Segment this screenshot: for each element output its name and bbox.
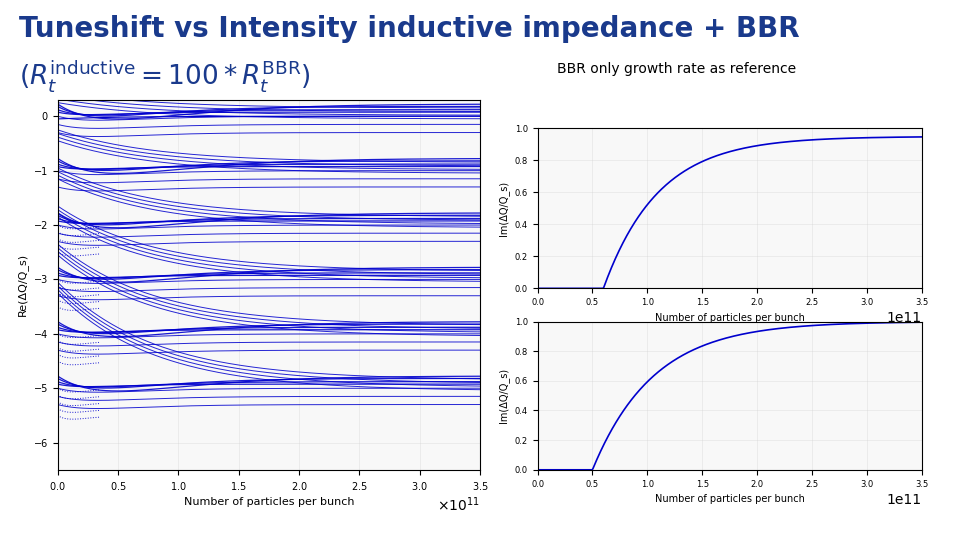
- Text: 24: 24: [912, 506, 931, 520]
- Text: BBR only growth rate as reference: BBR only growth rate as reference: [557, 62, 796, 76]
- Y-axis label: Im(ΔQ/Q_s): Im(ΔQ/Q_s): [498, 181, 509, 236]
- Text: $(R_t^{\rm inductive} = 100*R_t^{\rm BBR})$: $(R_t^{\rm inductive} = 100*R_t^{\rm BBR…: [19, 58, 311, 94]
- Text: CERN: CERN: [33, 510, 54, 516]
- X-axis label: Number of particles per bunch: Number of particles per bunch: [183, 497, 354, 507]
- Text: Sébastien Joly, Elias Métral | Suppression of the SPS TMCI
with a large inductiv: Sébastien Joly, Elias Métral | Suppressi…: [330, 501, 630, 525]
- X-axis label: Number of particles per bunch: Number of particles per bunch: [655, 313, 804, 322]
- X-axis label: Number of particles per bunch: Number of particles per bunch: [655, 494, 804, 504]
- Y-axis label: Re(ΔQ/Q_s): Re(ΔQ/Q_s): [17, 253, 28, 316]
- Y-axis label: Im(ΔQ/Q_s): Im(ΔQ/Q_s): [498, 368, 509, 423]
- Text: Tuneshift vs Intensity inductive impedance + BBR: Tuneshift vs Intensity inductive impedan…: [19, 15, 800, 43]
- Text: 27/12/2021: 27/12/2021: [237, 508, 300, 518]
